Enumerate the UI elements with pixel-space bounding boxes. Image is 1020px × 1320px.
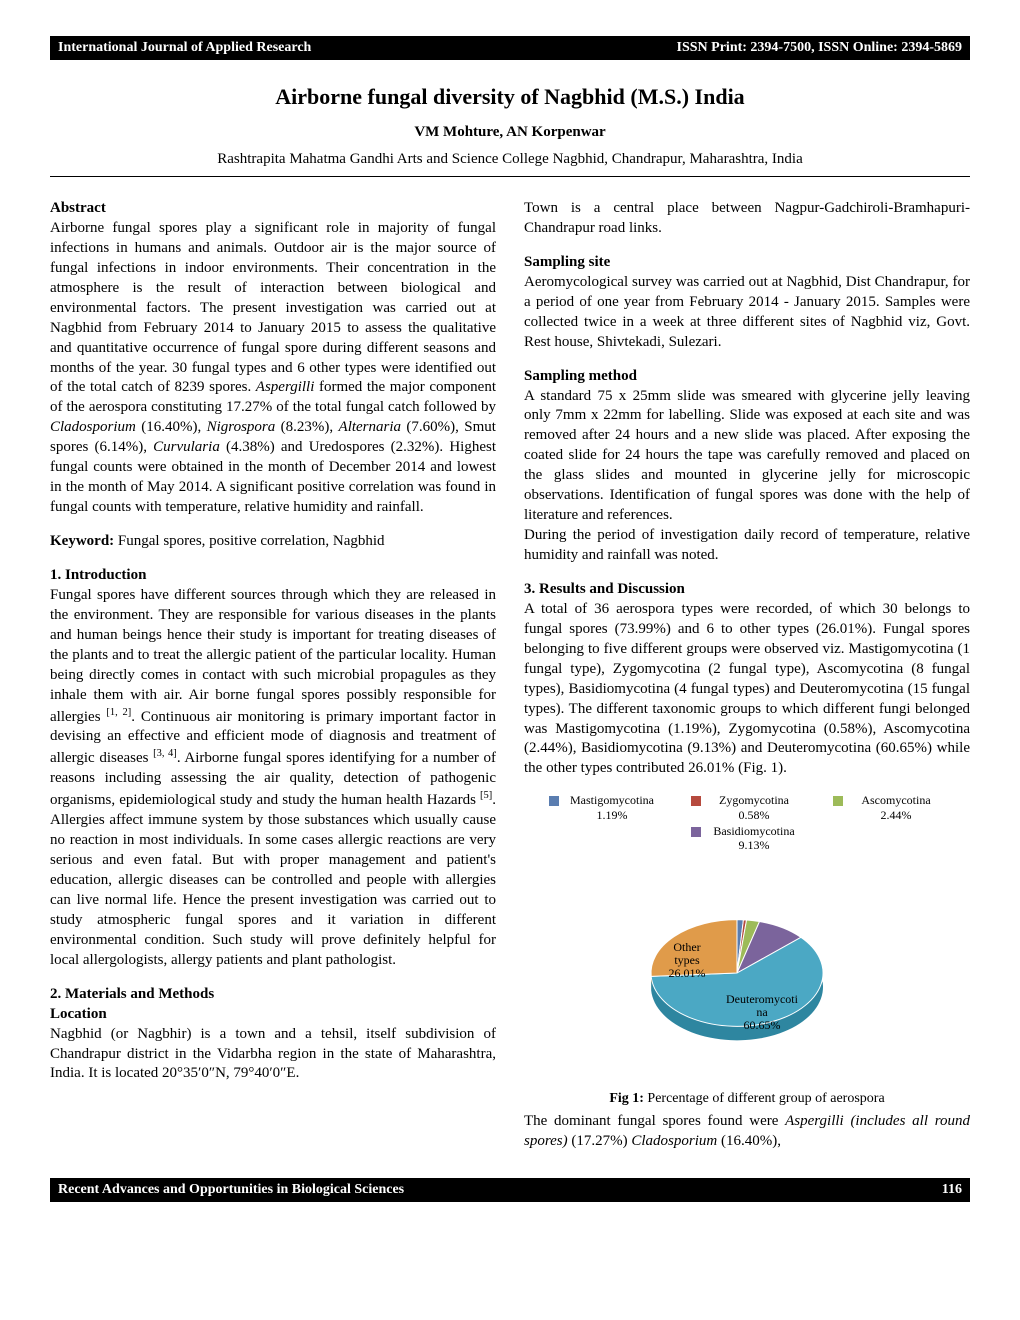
legend-swatch — [691, 796, 701, 806]
location-body: Nagbhid (or Nagbhir) is a town and a teh… — [50, 1025, 496, 1085]
legend-swatch — [691, 827, 701, 837]
header-bar: International Journal of Applied Researc… — [50, 36, 970, 60]
keywords: Keyword: Fungal spores, positive correla… — [50, 532, 496, 552]
site-body: Aeromycological survey was carried out a… — [524, 273, 970, 353]
legend-label: Basidiomycotina9.13% — [705, 824, 803, 853]
site-heading: Sampling site — [524, 254, 610, 270]
pie-chart-block: Mastigomycotina1.19% Zygomycotina0.58% Asc… — [524, 793, 970, 1108]
legend-item: Mastigomycotina1.19% — [549, 793, 661, 822]
legend-label: Zygomycotina0.58% — [705, 793, 803, 822]
issn: ISSN Print: 2394-7500, ISSN Online: 2394… — [677, 40, 962, 56]
legend-item: Basidiomycotina9.13% — [691, 824, 803, 853]
paper-title: Airborne fungal diversity of Nagbhid (M.… — [50, 84, 970, 110]
journal-name: International Journal of Applied Researc… — [58, 40, 311, 56]
trailing-text: The dominant fungal spores found were As… — [524, 1112, 970, 1152]
legend-item: Ascomycotina2.44% — [833, 793, 945, 822]
intro-heading: 1. Introduction — [50, 567, 146, 583]
legend-swatch — [549, 796, 559, 806]
chart-legend: Mastigomycotina1.19% Zygomycotina0.58% Asc… — [524, 793, 970, 853]
footer-bar: Recent Advances and Opportunities in Bio… — [50, 1178, 970, 1202]
legend-swatch — [833, 796, 843, 806]
abstract-heading: Abstract — [50, 200, 106, 216]
figure-caption: Fig 1: Percentage of different group of … — [524, 1090, 970, 1109]
legend-label: Ascomycotina2.44% — [847, 793, 945, 822]
location-heading: Location — [50, 1006, 107, 1022]
affiliation: Rashtrapita Mahatma Gandhi Arts and Scie… — [50, 151, 970, 168]
pie-chart: Othertypes26.01%Deuteromycotina60.65% — [592, 853, 902, 1073]
page-number: 116 — [942, 1182, 962, 1198]
abstract-body: Airborne fungal spores play a significan… — [50, 219, 496, 518]
legend-label: Mastigomycotina1.19% — [563, 793, 661, 822]
intro-body: Fungal spores have different sources thr… — [50, 586, 496, 971]
results-heading: 3. Results and Discussion — [524, 581, 685, 597]
left-column: Abstract Airborne fungal spores play a s… — [50, 199, 496, 1152]
materials-heading: 2. Materials and Methods — [50, 986, 214, 1002]
legend-item: Zygomycotina0.58% — [691, 793, 803, 822]
location-continued: Town is a central place between Nagpur-G… — [524, 199, 970, 239]
title-divider — [50, 176, 970, 177]
footer-left: Recent Advances and Opportunities in Bio… — [58, 1182, 404, 1198]
method-heading: Sampling method — [524, 368, 637, 384]
method-p1: A standard 75 x 25mm slide was smeared w… — [524, 387, 970, 527]
method-p2: During the period of investigation daily… — [524, 526, 970, 566]
authors: VM Mohture, AN Korpenwar — [50, 124, 970, 141]
results-body: A total of 36 aerospora types were recor… — [524, 600, 970, 779]
right-column: Town is a central place between Nagpur-G… — [524, 199, 970, 1152]
